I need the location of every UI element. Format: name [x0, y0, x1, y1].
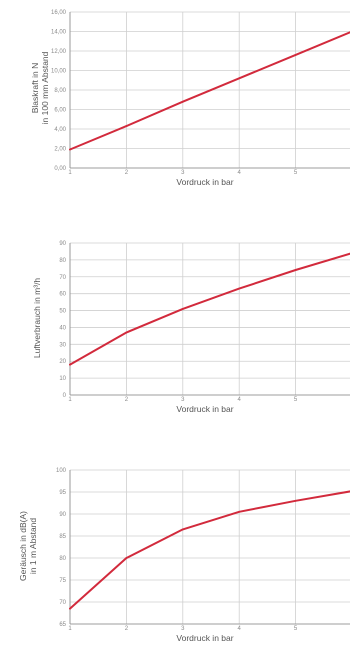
x-tick-label: 4	[238, 397, 242, 403]
data-point	[238, 287, 241, 290]
y-tick-label: 10,00	[51, 69, 67, 75]
y-tick-label: 90	[59, 512, 66, 518]
y-tick-label: 30	[59, 342, 66, 348]
data-point	[69, 607, 71, 610]
series-line	[69, 490, 350, 610]
y-tick-label: 100	[56, 468, 67, 474]
x-tick-label: 5	[294, 626, 298, 632]
y-axis-title-line: Luftverbrauch in m³/h	[32, 278, 42, 359]
data-point	[294, 54, 297, 56]
y-tick-label: 4,00	[54, 127, 66, 133]
y-tick-label: 60	[59, 292, 66, 298]
x-tick-label: 3	[181, 397, 185, 403]
y-axis-title: Blaskraft in Nin 100 mm Abstand	[30, 51, 50, 124]
data-point	[238, 77, 241, 80]
data-point	[181, 307, 184, 310]
chart-1: 0,00 2,00 4,00 6,00 8,00 10,00 12,00 14,00 16,00…	[30, 10, 350, 187]
y-axis-title: Luftverbrauch in m³/h	[32, 278, 42, 359]
y-axis-title-line: Geräusch in dB(A)	[18, 511, 28, 581]
x-tick-label: 1	[68, 170, 72, 176]
y-tick-label: 80	[59, 556, 66, 562]
x-tick-label: 5	[294, 170, 298, 176]
data-point	[294, 499, 297, 502]
y-tick-label: 80	[59, 258, 66, 264]
x-tick-label: 2	[125, 626, 129, 632]
y-tick-label: 10	[59, 376, 66, 382]
series-line	[69, 31, 350, 151]
data-point	[238, 510, 241, 513]
x-axis-title: Vordruck in bar	[176, 404, 233, 414]
chart-2: 0 10 20 30 40 50 60 70 80 90 1 2 3 4 5 Vordruck in bar L…	[32, 241, 350, 414]
y-tick-label: 12,00	[51, 49, 67, 55]
data-point	[125, 557, 128, 559]
y-tick-label: 16,00	[51, 10, 67, 16]
y-tick-label: 90	[59, 241, 66, 247]
data-point	[294, 269, 297, 271]
y-axis-title-line: in 1 m Abstand	[28, 518, 38, 575]
x-tick-label: 3	[181, 170, 185, 176]
chart-3: 65 70 75 80 85 90 95 100 1 2 3 4 5 Vordruck in bar Ger…	[18, 468, 350, 643]
y-tick-label: 85	[59, 534, 66, 540]
x-tick-label: 5	[294, 397, 298, 403]
y-tick-label: 70	[59, 275, 66, 281]
y-tick-label: 40	[59, 325, 66, 331]
y-tick-label: 0	[63, 393, 67, 399]
x-axis-title: Vordruck in bar	[176, 177, 233, 187]
x-axis-title: Vordruck in bar	[176, 633, 233, 643]
y-axis-title-line: Blaskraft in N	[30, 63, 40, 114]
y-tick-label: 75	[59, 578, 66, 584]
x-tick-label: 3	[181, 626, 185, 632]
data-point	[181, 100, 184, 103]
y-tick-label: 14,00	[51, 30, 67, 36]
y-tick-label: 8,00	[54, 88, 66, 94]
y-axis-title-line: in 100 mm Abstand	[40, 51, 50, 124]
data-point	[69, 363, 71, 366]
y-tick-label: 20	[59, 359, 66, 365]
y-tick-label: 70	[59, 600, 66, 606]
series-line	[69, 252, 350, 366]
y-tick-label: 2,00	[54, 147, 66, 153]
data-point	[69, 148, 71, 151]
data-point	[181, 528, 184, 531]
y-tick-label: 65	[59, 622, 66, 628]
y-tick-label: 6,00	[54, 108, 66, 114]
x-tick-label: 4	[238, 626, 242, 632]
x-tick-label: 1	[68, 397, 72, 403]
x-tick-label: 2	[125, 397, 129, 403]
data-point	[125, 331, 128, 334]
x-tick-label: 4	[238, 170, 242, 176]
y-axis-title: Geräusch in dB(A)in 1 m Abstand	[18, 511, 38, 581]
y-tick-label: 0,00	[54, 166, 66, 172]
y-tick-label: 50	[59, 309, 66, 315]
data-point	[125, 125, 128, 127]
y-tick-label: 95	[59, 490, 66, 496]
x-tick-label: 1	[68, 626, 72, 632]
x-tick-label: 2	[125, 170, 129, 176]
